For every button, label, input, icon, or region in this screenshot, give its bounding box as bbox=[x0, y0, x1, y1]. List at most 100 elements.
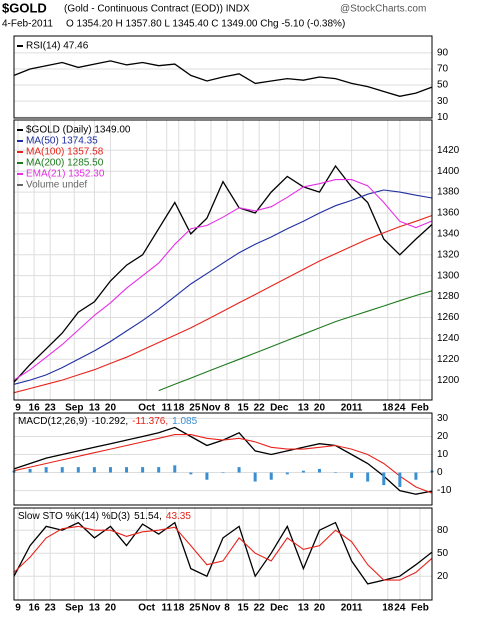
legend-swatch bbox=[17, 162, 23, 164]
legend-label: RSI(14) 47.46 bbox=[26, 41, 89, 52]
histogram-bar bbox=[157, 467, 161, 473]
legend-swatch bbox=[17, 184, 23, 186]
x-tick-label: 23 bbox=[45, 403, 57, 414]
panel-frame bbox=[13, 412, 433, 506]
y-tick-label: 10 bbox=[437, 112, 449, 123]
symbol: $GOLD bbox=[2, 0, 47, 15]
x-tick-label: Nov bbox=[201, 403, 220, 414]
histogram-bar bbox=[60, 467, 64, 473]
histogram-bar bbox=[237, 467, 241, 473]
x-tick-label: 9 bbox=[15, 603, 21, 614]
y-tick-label: 1240 bbox=[437, 333, 460, 344]
histogram-bar bbox=[205, 472, 209, 480]
legend-label: MA(50) 1374.35 bbox=[26, 136, 98, 147]
x-tick-label: 11 bbox=[161, 603, 172, 614]
y-tick-label: 80 bbox=[437, 525, 449, 536]
quote: O 1354.20 H 1357.80 L 1345.40 C 1349.00 … bbox=[66, 19, 345, 30]
x-tick-label: 23 bbox=[45, 603, 57, 614]
legend-label: MA(200) 1285.50 bbox=[26, 158, 104, 169]
series-line bbox=[13, 60, 433, 97]
y-tick-label: 1320 bbox=[437, 249, 460, 260]
legend-label: MA(100) 1357.58 bbox=[26, 147, 104, 158]
y-tick-label: 30 bbox=[437, 413, 449, 424]
x-tick-label: Oct bbox=[138, 403, 155, 414]
histogram-bar bbox=[221, 472, 225, 474]
y-tick-label: 20 bbox=[437, 431, 449, 442]
legend-value: 51.54, bbox=[134, 511, 162, 522]
y-tick-label: 50 bbox=[437, 548, 449, 559]
legend-swatch bbox=[17, 173, 23, 175]
y-tick-label: 10 bbox=[437, 449, 449, 460]
x-tick-label: 2011 bbox=[341, 403, 363, 414]
x-tick-label: Sep bbox=[65, 403, 83, 414]
histogram-bar bbox=[76, 467, 80, 473]
histogram-bar bbox=[398, 472, 402, 487]
source: @StockCharts.com bbox=[340, 4, 426, 15]
histogram-bar bbox=[285, 472, 289, 475]
x-tick-label: 11 bbox=[161, 403, 172, 414]
histogram-bar bbox=[334, 472, 338, 474]
x-tick-label: 22 bbox=[254, 603, 266, 614]
y-tick-label: 20 bbox=[437, 571, 449, 582]
x-tick-label: 18 bbox=[382, 603, 394, 614]
x-tick-label: 20 bbox=[314, 603, 326, 614]
x-tick-label: 15 bbox=[238, 603, 250, 614]
x-tick-label: Oct bbox=[138, 603, 155, 614]
legend-value: -11.376, bbox=[132, 416, 168, 427]
histogram-bar bbox=[366, 472, 370, 482]
y-tick-label: 90 bbox=[437, 48, 449, 59]
x-tick-label: 25 bbox=[189, 403, 201, 414]
x-tick-label: 25 bbox=[189, 603, 201, 614]
y-tick-label: -10 bbox=[437, 485, 452, 496]
series-line bbox=[158, 290, 433, 392]
y-tick-label: 1380 bbox=[437, 187, 460, 198]
histogram-bar bbox=[382, 472, 386, 486]
y-tick-label: 50 bbox=[437, 80, 449, 91]
x-tick-label: 18 bbox=[173, 603, 185, 614]
x-tick-label: 22 bbox=[254, 403, 266, 414]
x-tick-label: 8 bbox=[224, 603, 230, 614]
x-tick-label: 8 bbox=[224, 403, 230, 414]
series-line bbox=[13, 426, 433, 495]
y-tick-label: 1360 bbox=[437, 208, 460, 219]
histogram-bar bbox=[92, 467, 96, 473]
series-line bbox=[13, 214, 433, 394]
series-line bbox=[13, 525, 433, 581]
x-tick-label: 24 bbox=[394, 403, 406, 414]
y-tick-label: 1200 bbox=[437, 375, 460, 386]
panel-frame bbox=[13, 35, 433, 119]
y-tick-label: 1300 bbox=[437, 270, 460, 281]
histogram-bar bbox=[108, 467, 112, 473]
histogram-bar bbox=[253, 472, 257, 482]
x-tick-label: 13 bbox=[298, 403, 310, 414]
histogram-bar bbox=[301, 470, 305, 473]
x-tick-label: 13 bbox=[298, 603, 310, 614]
x-tick-label: Dec bbox=[270, 603, 289, 614]
x-tick-label: 24 bbox=[394, 603, 406, 614]
histogram-bar bbox=[173, 465, 177, 473]
legend-swatch bbox=[17, 151, 23, 153]
x-tick-label: 20 bbox=[105, 603, 117, 614]
x-tick-label: 15 bbox=[238, 403, 250, 414]
y-tick-label: 1260 bbox=[437, 312, 460, 323]
y-tick-label: 1400 bbox=[437, 166, 460, 177]
x-tick-label: 18 bbox=[382, 403, 394, 414]
y-tick-label: 0 bbox=[437, 467, 443, 478]
y-tick-label: 1340 bbox=[437, 229, 460, 240]
indicator-title: Slow STO %K(14) %D(3) bbox=[18, 511, 130, 522]
legend-swatch bbox=[17, 45, 23, 47]
histogram-bar bbox=[44, 467, 48, 473]
x-tick-label: 9 bbox=[15, 403, 21, 414]
histogram-bar bbox=[189, 472, 193, 475]
y-tick-label: 1420 bbox=[437, 145, 460, 156]
x-tick-label: 20 bbox=[105, 403, 117, 414]
x-tick-label: Sep bbox=[65, 603, 83, 614]
series-line bbox=[13, 164, 433, 383]
legend-label: $GOLD (Daily) 1349.00 bbox=[26, 125, 131, 136]
histogram-bar bbox=[141, 467, 145, 473]
y-tick-label: 70 bbox=[437, 64, 449, 75]
x-tick-label: Feb bbox=[411, 403, 429, 414]
x-tick-label: Dec bbox=[270, 403, 289, 414]
histogram-bar bbox=[350, 472, 354, 478]
